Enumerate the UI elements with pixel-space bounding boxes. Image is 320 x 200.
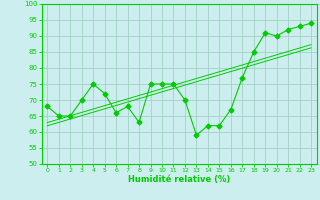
X-axis label: Humidité relative (%): Humidité relative (%) <box>128 175 230 184</box>
